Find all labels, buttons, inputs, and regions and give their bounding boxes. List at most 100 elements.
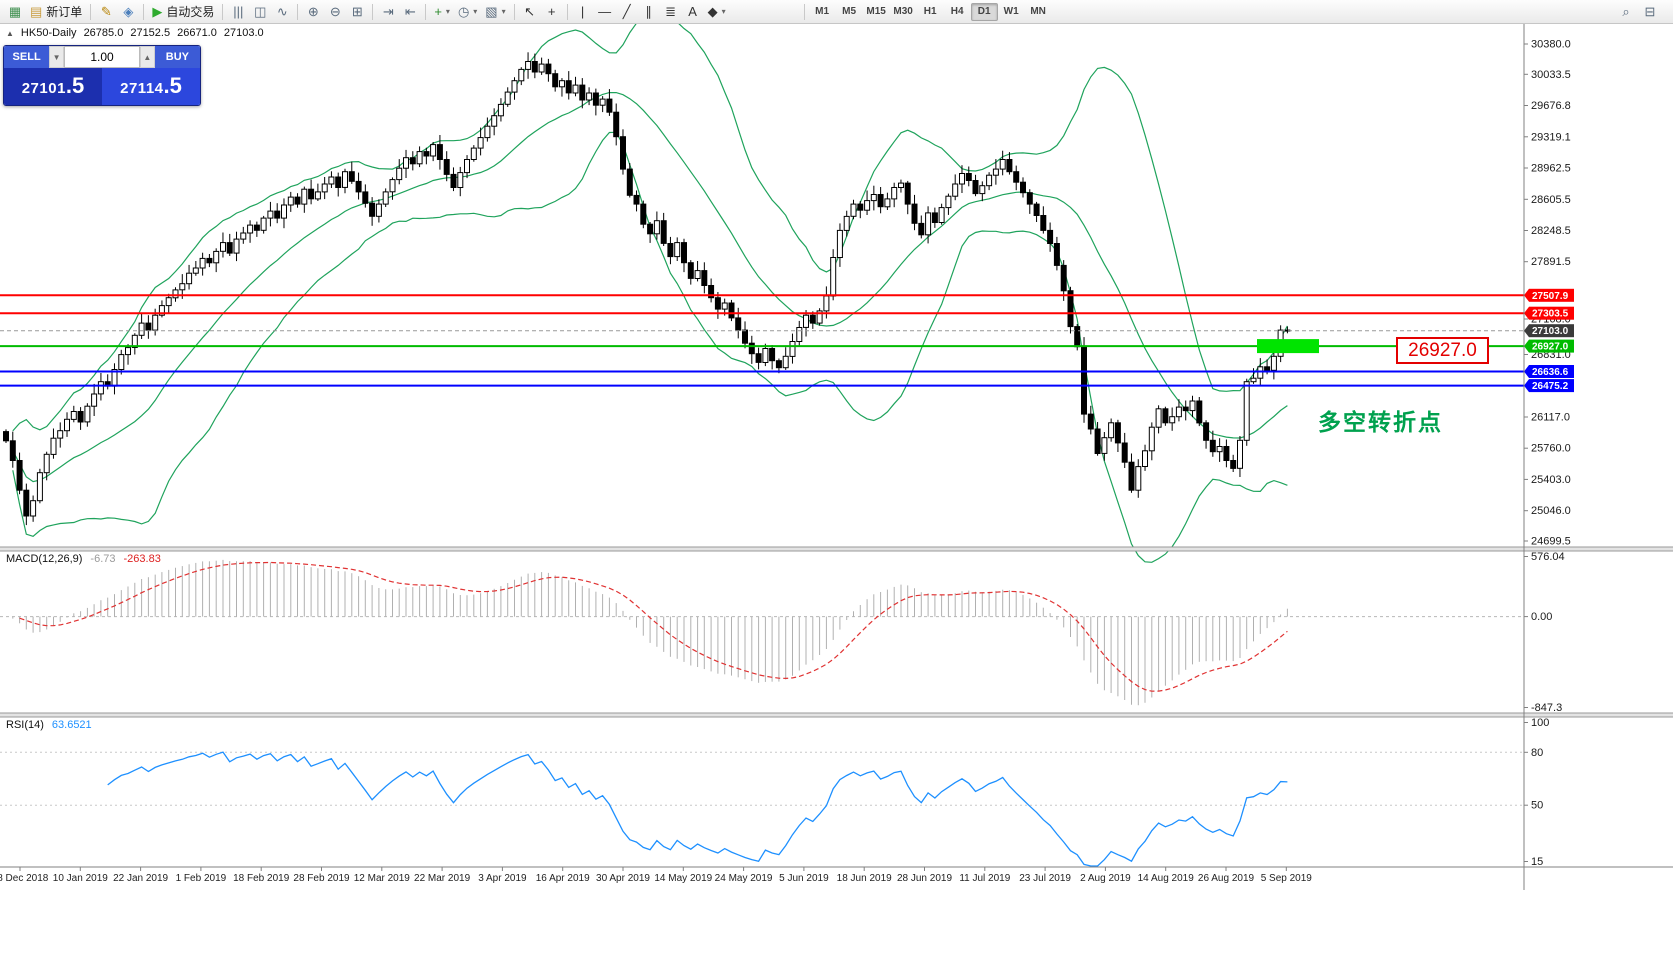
toolbar-separator bbox=[513, 3, 515, 20]
fibonacci-button[interactable]: ≣ bbox=[660, 2, 682, 22]
autotrading-button[interactable]: ▶ 自动交易 bbox=[148, 2, 218, 22]
svg-text:27303.5: 27303.5 bbox=[1532, 309, 1569, 320]
channel-icon: ∥ bbox=[645, 4, 652, 19]
crosshair-icon: + bbox=[547, 4, 556, 19]
svg-text:5 Sep 2019: 5 Sep 2019 bbox=[1261, 873, 1313, 884]
volume-stepper-up[interactable]: ▲ bbox=[140, 46, 155, 68]
one-click-trading-panel: SELL ▼ ▲ BUY 27101.5 27114.5 bbox=[3, 45, 201, 106]
svg-text:29319.1: 29319.1 bbox=[1531, 131, 1571, 143]
bar-chart-button[interactable]: ||| bbox=[227, 2, 249, 22]
main-toolbar: ▦ ▤ 新订单 ✎ ◈ ▶ 自动交易 ||| ◫ ∿ ⊕ ⊖ ⊞ ⇥ ⇤ + ▾ ◷ ▾ ▧ ▾ ↖ + | ― ╱ ∥ ≣ A ◆ ▾ M1… bbox=[0, 0, 1673, 24]
new-order-button[interactable]: ▤ 新订单 bbox=[26, 2, 86, 22]
metaeditor-button[interactable]: ✎ bbox=[95, 2, 117, 22]
autotrading-play-icon: ▶ bbox=[152, 4, 163, 19]
svg-text:5 Jun 2019: 5 Jun 2019 bbox=[779, 873, 829, 884]
text-button[interactable]: A bbox=[682, 2, 704, 22]
toolbar-right-group: ⌕ ⊟ bbox=[1615, 2, 1669, 22]
new-chart-button[interactable]: ▦ bbox=[4, 2, 26, 22]
text-icon: A bbox=[688, 4, 697, 19]
new-order-button-label: 新订单 bbox=[46, 5, 83, 19]
vertical-line-button[interactable]: | bbox=[572, 2, 594, 22]
timeframe-button-m1[interactable]: M1 bbox=[815, 6, 830, 17]
svg-text:25760.0: 25760.0 bbox=[1531, 443, 1571, 455]
crosshair-button[interactable]: + bbox=[541, 2, 563, 22]
svg-text:25046.0: 25046.0 bbox=[1531, 505, 1571, 517]
dropdown-caret-icon: ▾ bbox=[445, 7, 450, 16]
new-chart-icon: ▦ bbox=[8, 4, 22, 19]
svg-text:26117.0: 26117.0 bbox=[1531, 412, 1570, 424]
timeframe-button-mn[interactable]: MN bbox=[1030, 6, 1046, 17]
periods-button[interactable]: ◷ ▾ bbox=[454, 2, 481, 22]
ohlc-open-value: 26785.0 bbox=[83, 27, 124, 39]
chart-shift-button[interactable]: ⇤ bbox=[399, 2, 421, 22]
channel-button[interactable]: ∥ bbox=[638, 2, 660, 22]
svg-text:576.04: 576.04 bbox=[1531, 551, 1565, 563]
rsi-indicator-label: RSI(14) 63.6521 bbox=[6, 719, 92, 731]
svg-text:24 May 2019: 24 May 2019 bbox=[715, 873, 773, 884]
svg-text:11 Jul 2019: 11 Jul 2019 bbox=[959, 873, 1010, 884]
timeframe-button-m5[interactable]: M5 bbox=[842, 6, 857, 17]
candlestick-chart-button[interactable]: ◫ bbox=[249, 2, 271, 22]
line-chart-button[interactable]: ∿ bbox=[271, 2, 293, 22]
zoom-in-button[interactable]: ⊕ bbox=[302, 2, 324, 22]
chart-shift-icon: ⇤ bbox=[404, 4, 416, 19]
svg-text:27891.5: 27891.5 bbox=[1531, 256, 1571, 268]
timeframe-button-w1[interactable]: W1 bbox=[1003, 6, 1019, 17]
trendline-button[interactable]: ╱ bbox=[616, 2, 638, 22]
volume-input[interactable] bbox=[64, 46, 140, 68]
svg-text:18 Jun 2019: 18 Jun 2019 bbox=[837, 873, 892, 884]
print-icon: ⊟ bbox=[1644, 4, 1656, 19]
zoom-out-icon: ⊖ bbox=[329, 4, 341, 19]
indicators-button[interactable]: + ▾ bbox=[430, 2, 454, 22]
svg-text:30380.0: 30380.0 bbox=[1531, 39, 1571, 51]
buy-button[interactable]: BUY bbox=[154, 46, 200, 68]
dropdown-caret-icon: ▾ bbox=[473, 7, 478, 16]
svg-text:26927.0: 26927.0 bbox=[1532, 342, 1569, 353]
toolbar-separator bbox=[566, 3, 568, 20]
toolbar-separator bbox=[372, 3, 374, 20]
alerts-button[interactable]: ◈ bbox=[117, 2, 139, 22]
templates-button[interactable]: ▧ ▾ bbox=[481, 2, 509, 22]
svg-text:27103.0: 27103.0 bbox=[1532, 326, 1569, 337]
timeframe-button-h1[interactable]: H1 bbox=[923, 6, 937, 17]
print-button[interactable]: ⊟ bbox=[1639, 2, 1661, 22]
zoom-out-button[interactable]: ⊖ bbox=[324, 2, 346, 22]
alerts-icon: ◈ bbox=[123, 4, 134, 19]
svg-text:14 Aug 2019: 14 Aug 2019 bbox=[1138, 873, 1195, 884]
svg-text:50: 50 bbox=[1531, 800, 1543, 812]
sell-price-button[interactable]: 27101.5 bbox=[4, 68, 102, 105]
buy-price-button[interactable]: 27114.5 bbox=[102, 68, 200, 105]
sell-button[interactable]: SELL bbox=[4, 46, 50, 68]
rsi-name: RSI(14) bbox=[6, 719, 44, 731]
timeframe-button-m30[interactable]: M30 bbox=[893, 6, 913, 17]
svg-text:18 Feb 2019: 18 Feb 2019 bbox=[233, 873, 290, 884]
toolbar-separator bbox=[143, 3, 145, 20]
toolbar-separator bbox=[90, 3, 92, 20]
svg-text:14 May 2019: 14 May 2019 bbox=[654, 873, 712, 884]
svg-text:15: 15 bbox=[1531, 856, 1543, 868]
timeframe-button-h4[interactable]: H4 bbox=[950, 6, 964, 17]
timeframe-button-d1[interactable]: D1 bbox=[970, 2, 998, 21]
svg-text:100: 100 bbox=[1531, 717, 1549, 729]
order-icon: ▤ bbox=[30, 4, 43, 19]
auto-scroll-button[interactable]: ⇥ bbox=[377, 2, 399, 22]
svg-text:28962.5: 28962.5 bbox=[1531, 163, 1571, 175]
periods-clock-icon: ◷ bbox=[457, 4, 470, 19]
timeframe-button-m15[interactable]: M15 bbox=[866, 6, 886, 17]
arrows-button[interactable]: ◆ ▾ bbox=[704, 2, 730, 22]
shapes-icon: ◆ bbox=[707, 4, 718, 19]
volume-dropdown-button[interactable]: ▼ bbox=[49, 46, 64, 68]
cursor-button[interactable]: ↖ bbox=[519, 2, 541, 22]
svg-text:28248.5: 28248.5 bbox=[1531, 225, 1571, 237]
zoom-in-icon: ⊕ bbox=[307, 4, 319, 19]
toolbar-separator bbox=[425, 3, 427, 20]
tile-windows-button[interactable]: ⊞ bbox=[346, 2, 368, 22]
sell-price-value: 27101 bbox=[21, 80, 66, 97]
indicators-plus-icon: + bbox=[434, 4, 442, 19]
svg-text:25403.0: 25403.0 bbox=[1531, 474, 1571, 486]
svg-text:16 Apr 2019: 16 Apr 2019 bbox=[536, 873, 590, 884]
search-button[interactable]: ⌕ bbox=[1615, 2, 1637, 22]
horizontal-line-button[interactable]: ― bbox=[594, 2, 616, 22]
svg-text:26 Aug 2019: 26 Aug 2019 bbox=[1198, 873, 1255, 884]
